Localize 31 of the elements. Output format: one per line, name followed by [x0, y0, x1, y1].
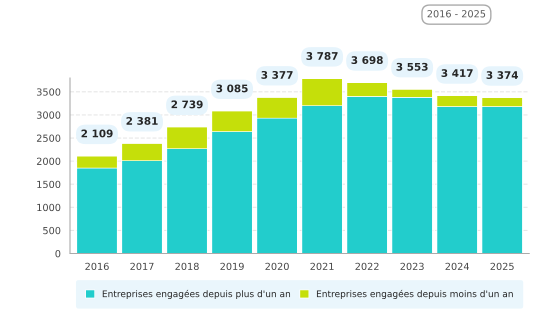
- y-tick-label: 1500: [37, 180, 60, 188]
- x-tick-label: 2025: [490, 262, 514, 270]
- total-label: 3 553: [396, 62, 428, 71]
- legend-label: Entreprises engagées depuis moins d'un an: [316, 290, 513, 299]
- x-tick-label: 2022: [355, 262, 379, 270]
- text: 2016 - 2025: [428, 10, 486, 18]
- x-tick-label: 2016: [85, 262, 109, 270]
- total-label: 3 417: [442, 69, 473, 78]
- total-label: 2 739: [172, 100, 203, 108]
- total-label: 3 698: [352, 56, 383, 64]
- y-tick-label: 500: [43, 226, 60, 234]
- total-label: 3 374: [486, 71, 518, 79]
- x-tick-label: 2024: [446, 262, 469, 270]
- total-label: 2 381: [126, 116, 158, 125]
- x-tick-label: 2023: [400, 262, 424, 270]
- legend-label: Entreprises engagées depuis plus d'un an: [102, 290, 290, 299]
- total-label: 3 085: [216, 84, 248, 92]
- y-tick-label: 1000: [37, 204, 60, 212]
- y-tick-label: 2000: [36, 158, 60, 165]
- total-label: 3 787: [306, 52, 338, 60]
- x-tick-label: 2020: [265, 262, 289, 270]
- y-tick-label: 2500: [36, 134, 60, 142]
- x-tick-label: 2017: [130, 262, 154, 270]
- total-label: 2 109: [82, 130, 113, 138]
- y-tick-label: 3500: [36, 88, 60, 96]
- x-tick-label: 2019: [220, 262, 244, 270]
- y-tick-label: 3000: [36, 111, 60, 119]
- total-label: 3 377: [261, 70, 293, 79]
- x-tick-label: 2021: [310, 262, 334, 270]
- x-tick-label: 2018: [175, 262, 199, 270]
- y-tick-label: 0: [55, 250, 60, 258]
